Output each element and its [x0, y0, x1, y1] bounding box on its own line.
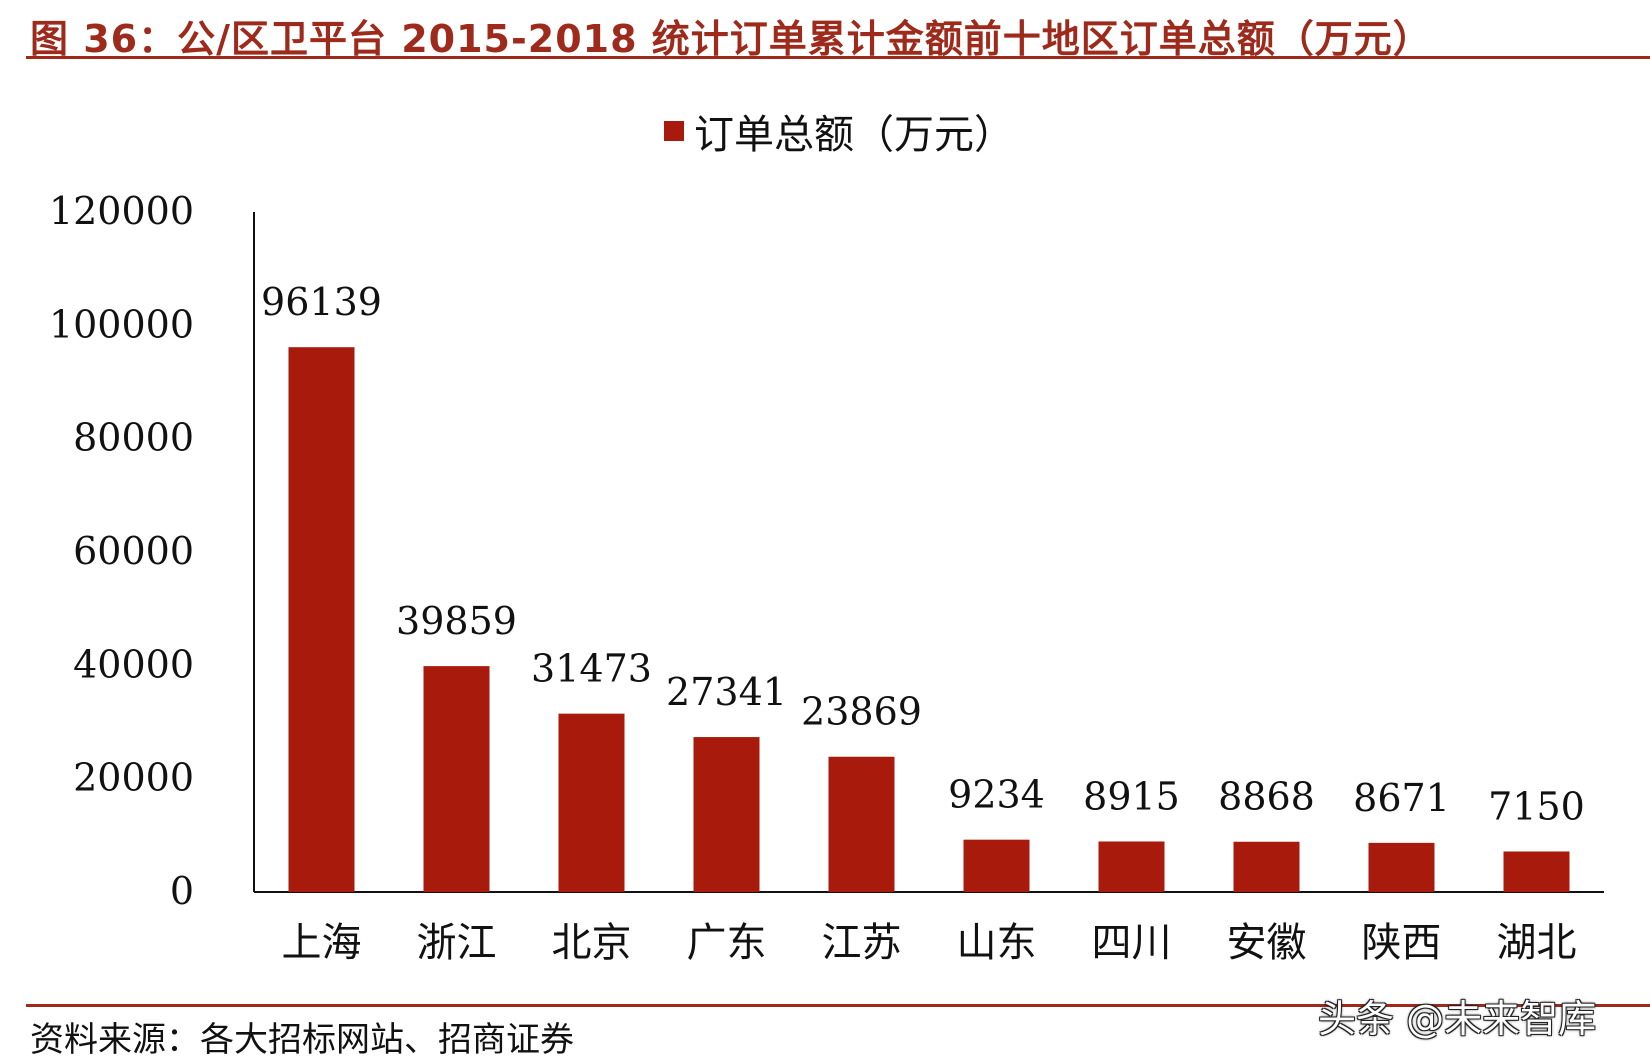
bar-series [288, 347, 1570, 892]
data-label: 96139 [261, 280, 382, 324]
title-rule [26, 56, 1650, 59]
data-labels: 96139 39859 31473 27341 23869 9234 8915 8868 867… [261, 280, 1585, 828]
y-tick-label: 60000 [73, 529, 194, 573]
category-label: 上海 [282, 920, 362, 966]
source-note: 资料来源：各大招标网站、招商证券 [30, 1020, 574, 1060]
bar [693, 737, 760, 892]
category-label: 湖北 [1497, 920, 1577, 966]
watermark-text: 头条 @未来智库 [1318, 997, 1597, 1041]
bar [1503, 851, 1570, 892]
y-tick-label: 20000 [73, 756, 194, 800]
bar [1368, 842, 1435, 892]
bar [423, 666, 490, 892]
y-tick-label: 120000 [49, 189, 194, 233]
category-label: 江苏 [822, 920, 902, 966]
category-label: 山东 [957, 920, 1037, 966]
category-label: 广东 [687, 920, 767, 966]
y-tick-label: 40000 [73, 642, 194, 686]
data-label: 23869 [801, 690, 922, 734]
bar [288, 347, 355, 892]
category-label: 浙江 [417, 920, 497, 966]
data-label: 9234 [948, 773, 1045, 817]
legend-label: 订单总额（万元） [694, 112, 1014, 158]
bar [558, 713, 625, 892]
category-labels: 上海 浙江 北京 广东 江苏 山东 四川 安徽 陕西 湖北 [282, 920, 1577, 966]
bar [963, 839, 1030, 892]
y-axis: 0 20000 40000 60000 80000 100000 120000 [49, 189, 255, 913]
y-tick-label: 100000 [49, 302, 194, 346]
data-label: 27341 [666, 670, 787, 714]
data-label: 7150 [1488, 784, 1585, 828]
data-label: 8868 [1218, 775, 1315, 819]
category-label: 四川 [1092, 920, 1172, 966]
legend-swatch [664, 121, 684, 141]
bar-chart: 订单总额（万元） 0 20000 40000 60000 80000 100000 1200… [49, 112, 1604, 966]
category-label: 陕西 [1362, 920, 1442, 966]
category-label: 安徽 [1227, 920, 1307, 966]
category-label: 北京 [552, 920, 632, 966]
bar [828, 756, 895, 892]
figure-title: 图 36：公/区卫平台 2015-2018 统计订单累计金额前十地区订单总额（万… [30, 17, 1432, 61]
bar [1098, 841, 1165, 892]
data-label: 31473 [531, 647, 652, 691]
data-label: 39859 [396, 599, 517, 643]
data-label: 8915 [1083, 774, 1180, 818]
source-rule [26, 1004, 1650, 1007]
data-label: 8671 [1353, 776, 1450, 820]
legend: 订单总额（万元） [664, 112, 1014, 158]
y-tick-label: 80000 [73, 416, 194, 460]
y-tick-label: 0 [170, 869, 194, 913]
bar [1233, 841, 1300, 892]
